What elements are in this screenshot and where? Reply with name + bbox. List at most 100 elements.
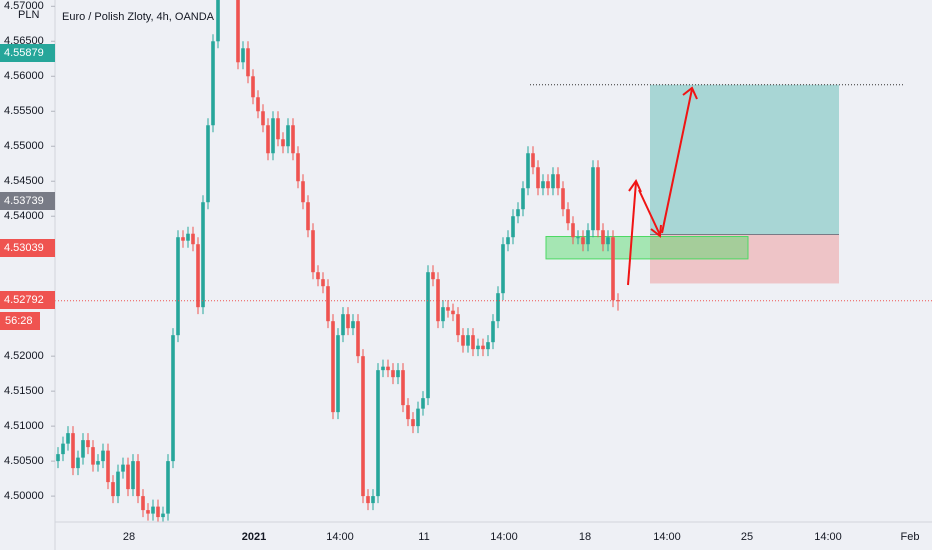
countdown-badge bbox=[0, 312, 40, 330]
arrow bbox=[661, 88, 693, 234]
candle-body bbox=[466, 335, 470, 346]
x-tick-label: 14:00 bbox=[814, 531, 842, 543]
candle-body bbox=[176, 237, 180, 336]
candle-body bbox=[151, 506, 155, 514]
candle-body bbox=[456, 314, 460, 336]
candle-body bbox=[181, 237, 185, 241]
candle-body bbox=[406, 405, 410, 420]
candle-body bbox=[501, 244, 505, 294]
y-tick-label: 4.57000 bbox=[4, 0, 44, 12]
candle-body bbox=[81, 440, 85, 458]
candle-body bbox=[606, 237, 610, 245]
candle-body bbox=[296, 153, 300, 182]
candle-body bbox=[351, 321, 355, 329]
candle-body bbox=[136, 461, 140, 497]
candle-body bbox=[586, 230, 590, 245]
candle-body bbox=[516, 209, 520, 217]
candle-body bbox=[401, 370, 405, 406]
candle-body bbox=[441, 307, 445, 322]
price-badge-label: 4.55879 bbox=[4, 47, 44, 59]
x-tick-label: 14:00 bbox=[490, 531, 518, 543]
candle-body bbox=[211, 41, 215, 126]
candle-body bbox=[551, 174, 555, 189]
candle-body bbox=[411, 419, 415, 427]
candle-body bbox=[281, 139, 285, 147]
arrows bbox=[627, 86, 698, 286]
candle-body bbox=[121, 464, 125, 472]
candle-body bbox=[561, 188, 565, 210]
candle-body bbox=[611, 237, 615, 301]
candle-body bbox=[481, 345, 485, 350]
candle-body bbox=[601, 230, 605, 245]
candle-body bbox=[126, 464, 130, 490]
candle-body bbox=[571, 223, 575, 238]
candle-body bbox=[131, 461, 135, 490]
x-tick-label: 18 bbox=[579, 531, 591, 543]
candle-body bbox=[216, 0, 220, 42]
support-zone bbox=[545, 236, 749, 260]
candle-body bbox=[371, 496, 375, 504]
candle-body bbox=[166, 461, 170, 514]
y-tick-label: 4.52000 bbox=[4, 350, 44, 362]
y-tick-label: 4.51000 bbox=[4, 420, 44, 432]
candle-body bbox=[201, 202, 205, 308]
candle-body bbox=[496, 293, 500, 322]
x-tick-label: 14:00 bbox=[326, 531, 354, 543]
candle-body bbox=[426, 272, 430, 399]
candle-body bbox=[416, 408, 420, 427]
candle-body bbox=[556, 174, 560, 189]
candle-body bbox=[66, 433, 70, 444]
candle-body bbox=[261, 111, 265, 126]
candle-body bbox=[56, 454, 60, 462]
candle-body bbox=[521, 188, 525, 210]
candle-body bbox=[316, 272, 320, 280]
candle-body bbox=[346, 314, 350, 329]
y-tick-label: 4.50000 bbox=[4, 490, 44, 502]
price-badge-label: 4.53039 bbox=[4, 242, 44, 254]
y-tick-label: 4.50500 bbox=[4, 455, 44, 467]
x-tick-label: 11 bbox=[418, 531, 429, 543]
candle-body bbox=[581, 237, 585, 245]
candle-body bbox=[101, 450, 105, 462]
price-badge bbox=[0, 239, 55, 257]
candle-body bbox=[381, 366, 385, 371]
candle-body bbox=[491, 321, 495, 343]
candle-body bbox=[286, 125, 290, 147]
candle-body bbox=[86, 440, 90, 448]
x-tick-label: 28 bbox=[123, 531, 135, 543]
candle-body bbox=[596, 167, 600, 231]
candle-body bbox=[291, 125, 295, 154]
candle-body bbox=[246, 48, 250, 77]
candle-body bbox=[431, 272, 435, 280]
candle-body bbox=[616, 300, 620, 302]
candle-body bbox=[451, 310, 455, 315]
candle-body bbox=[76, 457, 80, 469]
candle-body bbox=[171, 335, 175, 462]
candle-body bbox=[331, 321, 335, 413]
price-axis: 4.50000 4.50500 4.51000 4.51500 4.52000 4.540… bbox=[4, 0, 55, 502]
candle-body bbox=[276, 118, 280, 140]
candle-body bbox=[156, 506, 160, 518]
candle-body bbox=[256, 97, 260, 112]
currency: PLN bbox=[18, 9, 39, 21]
x-tick-label: 14:00 bbox=[653, 531, 681, 543]
candle-body bbox=[326, 286, 330, 322]
chart-title: Euro / Polish Zloty, 4h, OANDA bbox=[62, 11, 215, 23]
candle-body bbox=[271, 118, 275, 154]
y-tick-label: 4.55000 bbox=[4, 140, 44, 152]
candle-body bbox=[541, 181, 545, 189]
countdown: 56:28 bbox=[5, 315, 33, 327]
candle-body bbox=[576, 237, 580, 239]
x-tick-label: 25 bbox=[741, 531, 753, 543]
candle-body bbox=[591, 167, 595, 231]
price-badge bbox=[0, 291, 55, 309]
candle-body bbox=[546, 181, 550, 189]
candle-body bbox=[236, 0, 240, 63]
candle-body bbox=[96, 461, 100, 465]
candle-body bbox=[386, 366, 390, 371]
candle-body bbox=[306, 202, 310, 231]
candle-body bbox=[301, 181, 305, 203]
y-tick-label: 4.56000 bbox=[4, 70, 44, 82]
candle-body bbox=[321, 279, 325, 287]
